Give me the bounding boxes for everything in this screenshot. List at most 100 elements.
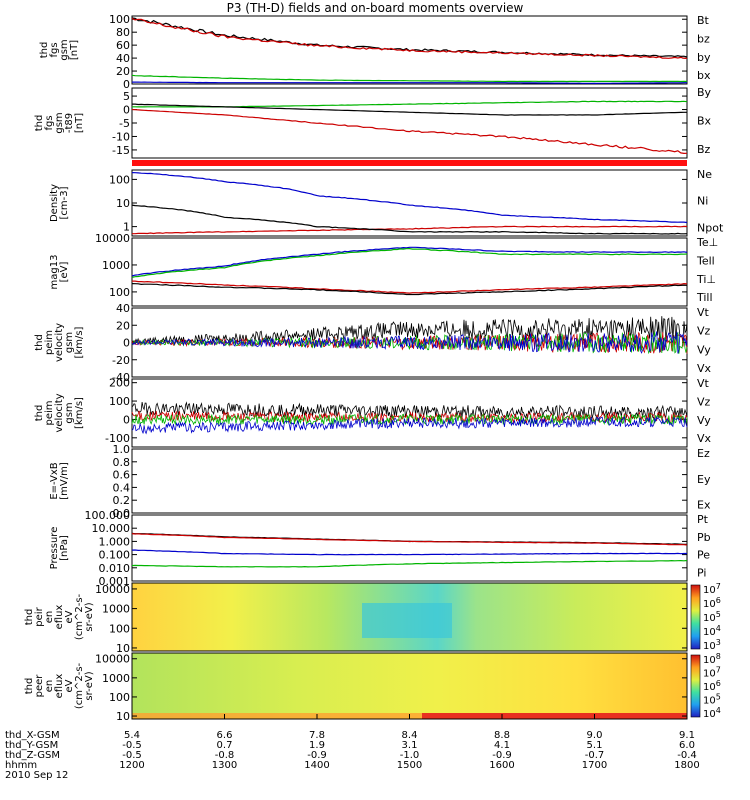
series-Pi (131, 549, 687, 556)
series-group-p5 (131, 316, 688, 355)
legend-Vx: Vx (697, 362, 712, 375)
x-tick-value: -0.9 (307, 750, 327, 761)
y-tick-label: 1 (123, 221, 130, 234)
series-Te⊥ (132, 280, 688, 294)
y-tick-label: 1.000 (99, 535, 131, 548)
panel-p2: 50-5-10-15 thd fgs gsm -t89 [nT] By Bx Bz (34, 86, 712, 159)
legend-Bz: Bz (697, 143, 711, 156)
series-Till (131, 247, 688, 278)
x-tick-value: 5.4 (124, 730, 140, 741)
legend-Npot: Npot (697, 221, 724, 234)
series-Bz (131, 108, 688, 155)
x-row-label: thd_Z-GSM (5, 750, 60, 761)
y-tick-label: 100 (109, 286, 130, 299)
series-Pt (131, 532, 687, 545)
legend-By: By (697, 86, 712, 99)
series-Vz (131, 332, 688, 354)
series-Vt (131, 316, 688, 344)
series-Ti⊥ (131, 246, 688, 277)
legend-Ez: Ez (697, 447, 710, 460)
legend-Ti⊥: Ti⊥ (696, 273, 716, 286)
y-tick-label: -15 (112, 144, 130, 157)
legend-Vy: Vy (697, 343, 711, 356)
x-tick-value: -0.5 (122, 750, 142, 761)
legend-by: by (697, 51, 711, 64)
x-tick-value: 6.6 (217, 730, 233, 741)
y-tick-label: 100 (109, 622, 130, 635)
colorbar-label: 106 (703, 679, 721, 693)
legend-Ni: Ni (697, 195, 708, 208)
legend-Vx: Vx (697, 432, 712, 445)
y-axis-label: thd (24, 609, 35, 626)
x-row-label: thd_X-GSM (5, 730, 60, 741)
y-axis-label: (cm^2-s- (74, 662, 85, 709)
y-axis-label: gsm (59, 39, 70, 60)
spectrogram-redband (422, 713, 687, 719)
y-tick-label: 20 (116, 65, 130, 78)
x-tick-value: 6.0 (679, 740, 695, 751)
y-tick-label: -5 (119, 117, 130, 130)
y-axis-label: [km/s] (74, 326, 85, 358)
y-axis-label: eflux (54, 674, 65, 699)
panel-frame (131, 448, 688, 514)
panel-frame (131, 514, 688, 582)
legend-Till: Till (696, 291, 713, 304)
y-axis-label: peir (34, 606, 45, 626)
x-tick-value: 1700 (582, 760, 607, 771)
series-Ni (131, 204, 688, 235)
y-axis-label: [km/s] (74, 397, 85, 429)
y-axis-label: (cm^2-s- (74, 593, 85, 640)
y-tick-label: 40 (116, 52, 130, 65)
series-Bx (132, 103, 687, 116)
y-tick-label: 0 (123, 104, 130, 117)
y-tick-label: 0.100 (99, 549, 131, 562)
panel-frame (131, 15, 688, 85)
y-tick-label: 10000 (95, 232, 130, 245)
y-tick-label: 10 (116, 197, 130, 210)
panel-p5: 40 20 0 -20 -40 thd peim velocity gsm [km/s] Vt Vz V… (34, 302, 712, 384)
y-axis-label: peim (44, 330, 55, 355)
y-tick-label: 0 (123, 78, 130, 91)
series-Npot (131, 172, 688, 224)
y-tick-label: 1000 (102, 603, 130, 616)
x-tick-value: -0.5 (122, 740, 142, 751)
legend-bx: bx (697, 69, 711, 82)
x-tick-value: 1.9 (309, 740, 325, 751)
y-axis-label: [eV] (59, 262, 70, 283)
spectrogram-p10 (132, 653, 687, 719)
panel-p3: 100 10 1 Density [cm-3] Ne Ni Npot (49, 168, 724, 237)
y-tick-label: 100 (109, 691, 130, 704)
x-tick-value: 9.1 (679, 730, 695, 741)
x-tick-value: 8.4 (402, 730, 418, 741)
series-Pb (131, 533, 688, 546)
y-tick-label: 0 (123, 337, 130, 350)
series-Vx (131, 331, 688, 354)
x-tick-value: 5.1 (587, 740, 603, 751)
y-axis-label: eflux (54, 605, 65, 630)
y-axis-label: thd (34, 405, 45, 422)
x-tick-value: 1800 (674, 760, 699, 771)
x-axis-labels: thd_X-GSM 5.4 6.6 7.8 8.4 8.8 9.0 9.1 thd_Y-GSM -… (5, 714, 700, 781)
series-Vx (131, 416, 688, 435)
x-tick-value: 1300 (212, 760, 237, 771)
y-tick-label: 0.2 (113, 494, 131, 507)
series-Ne (132, 225, 688, 235)
y-tick-label: 10.000 (92, 522, 131, 535)
y-tick-label: -40 (112, 371, 130, 384)
x-tick-value: -0.4 (677, 750, 697, 761)
series-bz (131, 17, 688, 59)
x-tick-value: 7.8 (309, 730, 325, 741)
x-tick-value: 1400 (304, 760, 329, 771)
y-axis-label: gsm (54, 112, 65, 133)
y-tick-label: 100 (109, 395, 130, 408)
colorbar-p10 (690, 654, 701, 718)
y-axis-label: [mV/m] (59, 462, 70, 500)
y-tick-label: 10000 (95, 583, 130, 596)
legend-Pb: Pb (697, 531, 711, 544)
series-group-p2 (131, 100, 688, 155)
legend-Vz: Vz (697, 325, 711, 338)
colorbar-p9 (690, 584, 701, 650)
y-axis-label: peer (34, 674, 45, 698)
y-axis-label: [nT] (69, 40, 80, 60)
